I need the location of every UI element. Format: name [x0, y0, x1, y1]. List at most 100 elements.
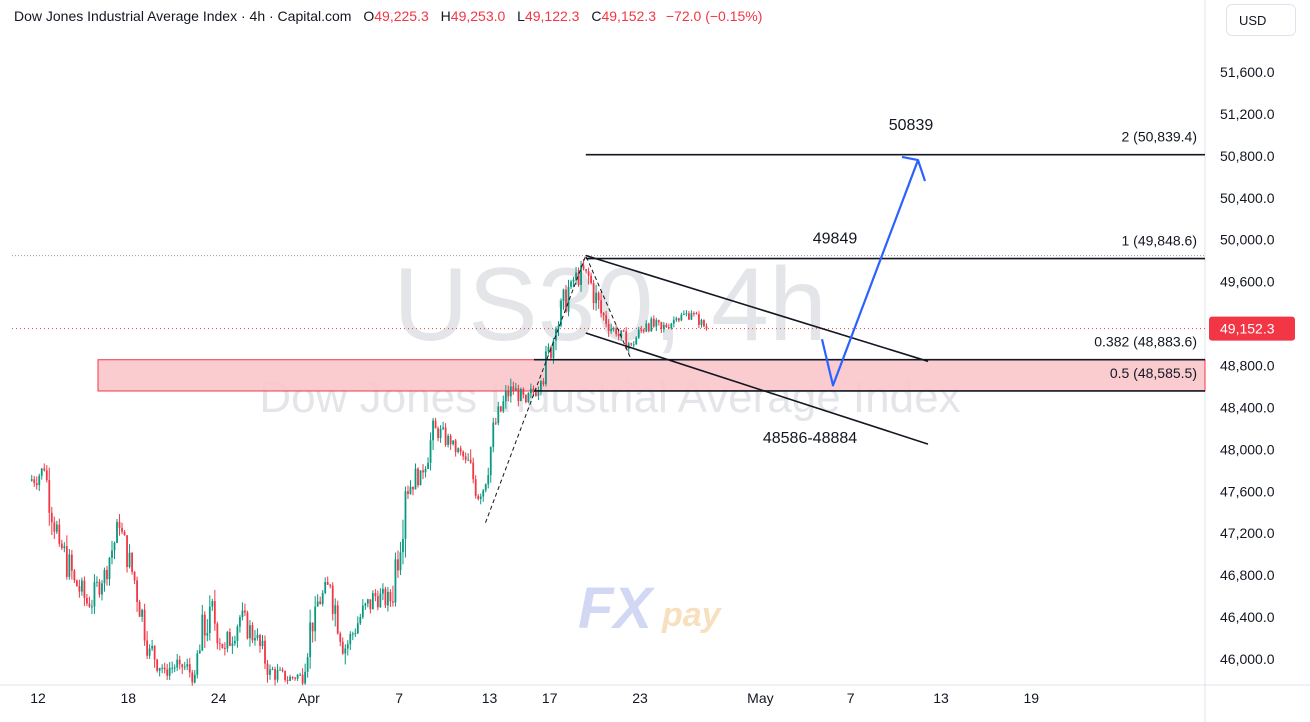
candle-body — [341, 641, 344, 654]
candle-body — [354, 633, 357, 635]
candle-body — [555, 328, 557, 341]
candle-body — [146, 640, 149, 656]
candle-body — [334, 605, 337, 614]
candle-body — [75, 580, 78, 587]
annotation-label: 50839 — [889, 117, 934, 134]
y-tick-label: 51,600.0 — [1220, 64, 1275, 80]
candle-body — [266, 663, 269, 675]
candle-body — [492, 422, 495, 448]
candle-body — [374, 593, 377, 597]
watermark-symbol: US30, 4h — [393, 247, 827, 363]
candle-body — [532, 388, 535, 393]
candle-body — [412, 486, 414, 490]
candle-body — [462, 451, 465, 457]
candle-body — [607, 323, 610, 332]
candle-body — [188, 664, 191, 673]
candle-body — [40, 468, 43, 476]
candle-body — [286, 679, 289, 681]
candle-body — [472, 462, 475, 480]
candle-body — [565, 289, 567, 312]
candle-body — [417, 468, 419, 486]
candle-body — [60, 543, 63, 549]
candle-body — [399, 552, 402, 571]
candle-body — [96, 581, 98, 583]
candle-body — [682, 314, 685, 316]
fib-level-label: 1 (49,848.6) — [1122, 233, 1198, 249]
candle-body — [517, 388, 520, 401]
candle-body — [509, 386, 512, 397]
candle-body — [33, 479, 36, 484]
candle-body — [206, 633, 209, 636]
candle-body — [279, 669, 281, 671]
y-tick-label: 50,400.0 — [1220, 190, 1275, 206]
candle-body — [364, 603, 367, 606]
candle-body — [289, 676, 291, 681]
candle-body — [567, 286, 570, 312]
candle-body — [161, 667, 164, 669]
candle-body — [336, 605, 339, 634]
candle-body — [665, 324, 668, 328]
y-tick-label: 51,200.0 — [1220, 106, 1275, 122]
candle-body — [366, 599, 369, 604]
x-tick-label: 17 — [542, 690, 558, 706]
candle-body — [419, 470, 422, 486]
candle-body — [306, 657, 309, 672]
candle-body — [622, 330, 625, 332]
candle-body — [216, 623, 219, 644]
candle-body — [259, 635, 261, 647]
candle-body — [78, 586, 81, 592]
currency-button[interactable]: USD — [1226, 4, 1296, 36]
candle-body — [239, 617, 241, 627]
candle-body — [487, 475, 490, 485]
candle-body — [63, 546, 66, 549]
candle-body — [223, 647, 226, 649]
candle-body — [58, 524, 61, 544]
candle-body — [489, 447, 492, 476]
annotation-label: 48586-48884 — [763, 430, 857, 447]
x-tick-label: May — [747, 690, 773, 706]
candle-body — [527, 393, 530, 403]
candle-body — [158, 668, 161, 671]
candle-body — [464, 456, 467, 460]
candle-body — [660, 322, 663, 329]
y-tick-label: 47,200.0 — [1220, 525, 1275, 541]
candle-body — [236, 626, 239, 641]
candle-body — [203, 614, 206, 636]
annotation-label: 49849 — [813, 231, 858, 248]
candle-body — [652, 318, 655, 327]
x-tick-label: 23 — [632, 690, 648, 706]
candle-body — [143, 609, 146, 641]
candle-body — [514, 388, 517, 391]
symbol-title: Dow Jones Industrial Average Index · 4h … — [14, 8, 352, 24]
candle-body — [218, 643, 221, 645]
candle-body — [249, 625, 251, 639]
candle-body — [655, 320, 658, 327]
candle-body — [617, 334, 620, 337]
x-tick-label: Apr — [298, 690, 320, 706]
candle-body — [43, 468, 46, 471]
candle-body — [244, 610, 246, 613]
candle-body — [479, 496, 482, 499]
candle-body — [173, 667, 176, 669]
candle-body — [349, 633, 352, 645]
candle-body — [193, 674, 196, 683]
candle-body — [168, 667, 171, 676]
candle-body — [637, 329, 640, 338]
candle-body — [213, 601, 216, 624]
candle-body — [38, 475, 41, 486]
candle-body — [196, 653, 199, 675]
candle-body — [294, 677, 297, 679]
candle-body — [404, 491, 407, 539]
y-tick-label: 50,800.0 — [1220, 148, 1275, 164]
channel-upper-line — [585, 254, 929, 363]
candle-body — [254, 638, 256, 641]
candle-body — [211, 601, 214, 607]
y-tick-label: 49,600.0 — [1220, 274, 1275, 290]
candle-body — [409, 486, 412, 494]
logo-fx-text: FX — [578, 576, 655, 641]
candle-body — [482, 490, 485, 497]
candle-body — [304, 671, 307, 684]
candle-body — [83, 580, 86, 598]
candle-body — [148, 648, 151, 656]
